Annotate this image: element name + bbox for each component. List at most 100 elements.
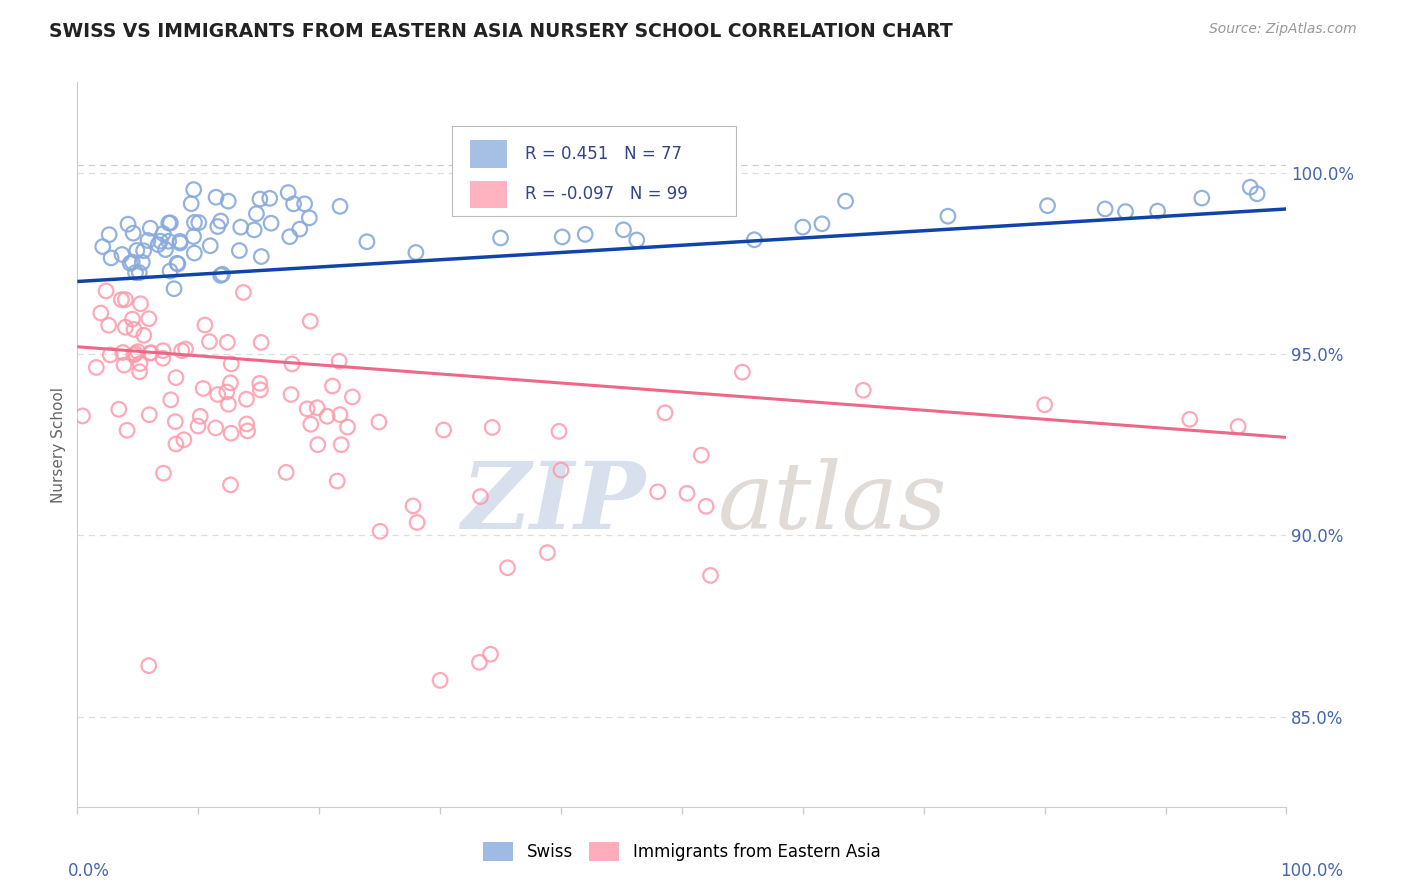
Point [295, 401, 318, 416]
Point [219, 357, 242, 371]
Text: Source: ZipAtlas.com: Source: ZipAtlas.com [1209, 22, 1357, 37]
Text: R = -0.097   N = 99: R = -0.097 N = 99 [524, 186, 688, 203]
Point [1036, 199, 1059, 213]
Point [120, 256, 142, 270]
Point [278, 229, 301, 244]
Point [136, 234, 159, 248]
Point [111, 247, 134, 261]
Point [128, 365, 150, 379]
Point [326, 474, 349, 488]
FancyBboxPatch shape [470, 181, 506, 208]
Point [152, 227, 174, 241]
Point [699, 568, 721, 582]
Point [152, 467, 174, 481]
Point [1239, 180, 1261, 194]
Point [94, 284, 117, 298]
Point [191, 382, 214, 396]
Point [321, 379, 343, 393]
Text: SWISS VS IMMIGRANTS FROM EASTERN ASIA NURSERY SCHOOL CORRELATION CHART: SWISS VS IMMIGRANTS FROM EASTERN ASIA NU… [49, 22, 953, 41]
Point [146, 237, 169, 252]
Point [98, 348, 121, 362]
Point [166, 256, 188, 270]
Point [121, 312, 143, 326]
Point [250, 250, 273, 264]
Point [792, 220, 814, 235]
Point [117, 217, 139, 231]
Point [169, 235, 191, 249]
Legend: Swiss, Immigrants from Eastern Asia: Swiss, Immigrants from Eastern Asia [477, 835, 887, 868]
Point [122, 226, 145, 240]
Point [236, 424, 259, 438]
Point [228, 244, 250, 258]
Point [1115, 204, 1137, 219]
Text: ZIP: ZIP [461, 458, 645, 548]
Point [496, 560, 519, 574]
Point [232, 285, 254, 300]
Point [125, 244, 148, 258]
Point [139, 345, 162, 359]
Point [209, 268, 232, 283]
Point [139, 221, 162, 235]
Point [183, 183, 205, 197]
Point [299, 314, 322, 328]
Point [536, 546, 558, 560]
Point [207, 219, 229, 234]
Point [219, 426, 242, 441]
Point [132, 244, 155, 258]
Point [626, 233, 648, 247]
Point [110, 293, 132, 307]
Y-axis label: Nursery School: Nursery School [51, 386, 66, 503]
Point [329, 199, 352, 213]
Point [163, 282, 186, 296]
Point [219, 478, 242, 492]
Point [132, 328, 155, 343]
Point [243, 223, 266, 237]
Point [329, 408, 352, 422]
Point [217, 335, 239, 350]
Point [207, 387, 229, 401]
FancyBboxPatch shape [470, 140, 506, 168]
Point [574, 227, 596, 242]
Point [114, 293, 136, 307]
Point [173, 433, 195, 447]
Point [744, 233, 766, 247]
Point [1094, 202, 1116, 216]
Point [170, 343, 193, 358]
Point [114, 320, 136, 334]
Point [731, 365, 754, 379]
Point [215, 384, 238, 399]
Point [200, 238, 222, 252]
Point [157, 234, 180, 248]
Point [288, 222, 311, 236]
Point [1227, 419, 1250, 434]
Point [402, 499, 425, 513]
Point [183, 246, 205, 260]
Point [1178, 412, 1201, 426]
Point [205, 190, 228, 204]
Point [550, 463, 572, 477]
Point [281, 357, 304, 371]
Point [690, 448, 713, 462]
Point [165, 370, 187, 384]
Point [852, 384, 875, 398]
Point [336, 420, 359, 434]
Text: 100.0%: 100.0% [1279, 862, 1343, 880]
Point [183, 215, 205, 229]
Point [165, 437, 187, 451]
Point [100, 251, 122, 265]
Point [676, 486, 699, 500]
Point [277, 186, 299, 200]
Point [169, 235, 191, 250]
Point [294, 197, 316, 211]
Point [433, 423, 456, 437]
Point [97, 318, 120, 333]
Point [152, 343, 174, 358]
Point [468, 656, 491, 670]
Point [159, 216, 181, 230]
Point [124, 266, 146, 280]
Point [479, 647, 502, 661]
Point [283, 197, 305, 211]
Point [183, 229, 205, 244]
Point [249, 383, 271, 397]
Point [1033, 398, 1056, 412]
